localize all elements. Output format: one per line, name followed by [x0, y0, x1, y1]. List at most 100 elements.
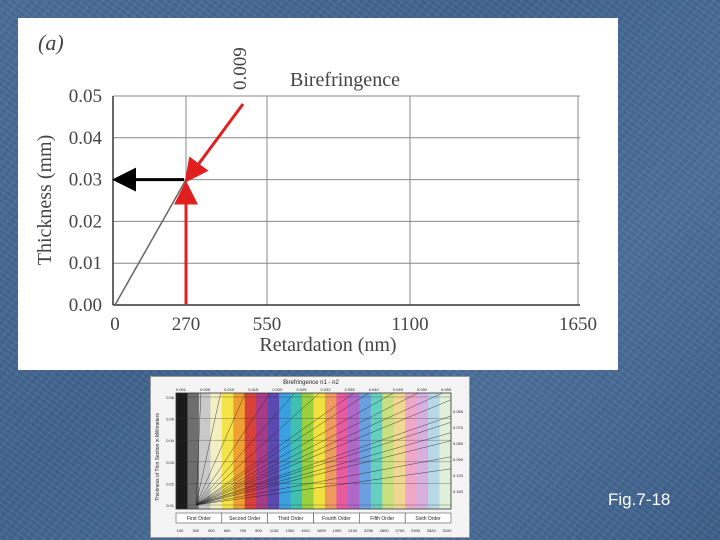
order-label: Third Order	[278, 516, 304, 522]
top-tick-label: 0.045	[393, 387, 404, 392]
bottom-tick-label: 1690	[317, 528, 327, 533]
left-tick-label: 0.04	[166, 438, 175, 443]
top-tick-label: 0.032	[321, 387, 332, 392]
birefringence-fan-line	[195, 392, 355, 506]
top-tick-label: 0.035	[345, 387, 356, 392]
interference-color-chart: 0.06 0.05 0.04 0.03 0.02 0.01 Birefringence n1…	[150, 376, 470, 538]
birefringence-fan-line	[195, 432, 452, 506]
bottom-tick-label: 700	[239, 528, 246, 533]
x-tick-label: 0	[110, 314, 120, 335]
figure-caption: Fig.7-18	[608, 490, 671, 509]
birefringence-fan-line	[195, 440, 452, 506]
bottom-tick-label: 1300	[285, 528, 295, 533]
birefringence-chart: 0.00 0.01 0.02 0.03 0.04 0.05 0 270 550 1100 1650 R…	[18, 18, 618, 370]
left-tick-label: 0.06	[166, 395, 175, 400]
bottom-tick-label: 1900	[333, 528, 343, 533]
color-band	[336, 393, 349, 509]
birefringence-fan-line	[195, 392, 246, 506]
y-tick-label: 0.00	[69, 295, 102, 316]
color-band	[290, 393, 303, 509]
color-band	[267, 393, 280, 509]
birefringence-fan-line	[195, 468, 452, 506]
bottom-tick-label: 2820	[427, 528, 437, 533]
birefringence-fan-line	[195, 392, 202, 506]
color-band	[198, 393, 211, 509]
right-tick-label: 0.120	[453, 473, 464, 478]
birefringence-fan-line	[195, 456, 452, 506]
bottom-tick-label: 2100	[348, 528, 358, 533]
color-chart-title: Birefringence n1 - n2	[283, 380, 339, 386]
bottom-tick-label: 2900	[411, 528, 421, 533]
y-tick-label: 0.04	[69, 128, 103, 149]
y-axis-label: Thickness (mm)	[34, 135, 56, 266]
x-tick-label: 270	[172, 314, 201, 335]
bottom-tick-label: 300	[192, 528, 199, 533]
top-tick-label: 0.055	[441, 387, 452, 392]
x-tick-label: 550	[253, 314, 282, 335]
left-tick-label: 0.01	[166, 503, 175, 508]
color-band	[187, 393, 200, 509]
color-band	[176, 393, 189, 509]
color-band	[210, 393, 223, 509]
right-tick-label: 0.090	[453, 457, 464, 462]
bottom-tick-label: 1501	[301, 528, 311, 533]
birefringence-fan-line	[195, 392, 320, 506]
color-band	[244, 393, 257, 509]
interference-color-chart-svg: 0.06 0.05 0.04 0.03 0.02 0.01 Birefringence n1…	[155, 380, 464, 533]
color-band	[405, 393, 418, 509]
x-axis-label: Retardation (nm)	[259, 334, 396, 356]
top-tick-label: 0.001	[176, 387, 187, 392]
y-tick-label: 0.05	[69, 86, 102, 107]
top-tick-label: 0.015	[248, 387, 259, 392]
birefringence-fan-line	[195, 392, 271, 506]
left-tick-label: 0.05	[166, 417, 175, 422]
chart-title: Birefringence	[290, 69, 400, 91]
color-band	[416, 393, 429, 509]
order-label: Sixth Order	[415, 516, 441, 522]
color-band	[370, 393, 383, 509]
birefringence-fan-line	[195, 399, 452, 506]
bottom-tick-label: 600	[224, 528, 231, 533]
order-label: Second Order	[229, 516, 260, 522]
color-band	[347, 393, 360, 509]
birefringence-fan-line	[195, 392, 369, 506]
top-tick-label: 0.020	[272, 387, 283, 392]
top-tick-label: 0.010	[224, 387, 235, 392]
top-tick-label: 0.025	[296, 387, 307, 392]
bottom-tick-label: 2600	[380, 528, 390, 533]
birefringence-fan-line	[195, 392, 394, 506]
color-chart-ylabel: Thickness of Thin Section in Millimeters	[155, 413, 161, 501]
bottom-tick-label: 100	[177, 528, 184, 533]
panel-label: (a)	[38, 30, 64, 55]
color-band	[313, 393, 326, 509]
y-tick-label: 0.03	[69, 170, 102, 191]
right-tick-label: 0.065	[453, 409, 464, 414]
left-tick-label: 0.03	[166, 460, 175, 465]
color-band	[302, 393, 315, 509]
right-tick-label: 0.160	[453, 489, 464, 494]
bottom-tick-label: 2256	[364, 528, 374, 533]
right-tick-label: 0.070	[453, 425, 464, 430]
color-band	[279, 393, 292, 509]
left-tick-label: 0.02	[166, 481, 175, 486]
order-label: Fourth Order	[322, 516, 351, 522]
birefringence-fan-line	[195, 415, 452, 506]
order-label: First Order	[187, 516, 211, 522]
birefringence-fan-line	[195, 392, 419, 506]
birefringence-fan-line	[195, 392, 221, 506]
birefringence-fan-line	[195, 392, 443, 506]
birefringence-line	[114, 179, 187, 306]
color-band	[382, 393, 395, 509]
color-band	[428, 393, 441, 509]
birefringence-arrow	[184, 103, 245, 183]
order-label: Fifth Order	[370, 516, 394, 522]
series-label: 0.009	[230, 47, 251, 90]
color-band	[233, 393, 246, 509]
bottom-tick-label: 1130	[270, 528, 279, 533]
bottom-tick-label: 900	[255, 528, 262, 533]
x-tick-label: 1100	[391, 314, 428, 335]
color-chart-frame	[175, 392, 452, 510]
top-tick-label: 0.005	[200, 387, 211, 392]
bottom-tick-label: 3100	[443, 528, 453, 533]
order-box	[404, 512, 452, 524]
